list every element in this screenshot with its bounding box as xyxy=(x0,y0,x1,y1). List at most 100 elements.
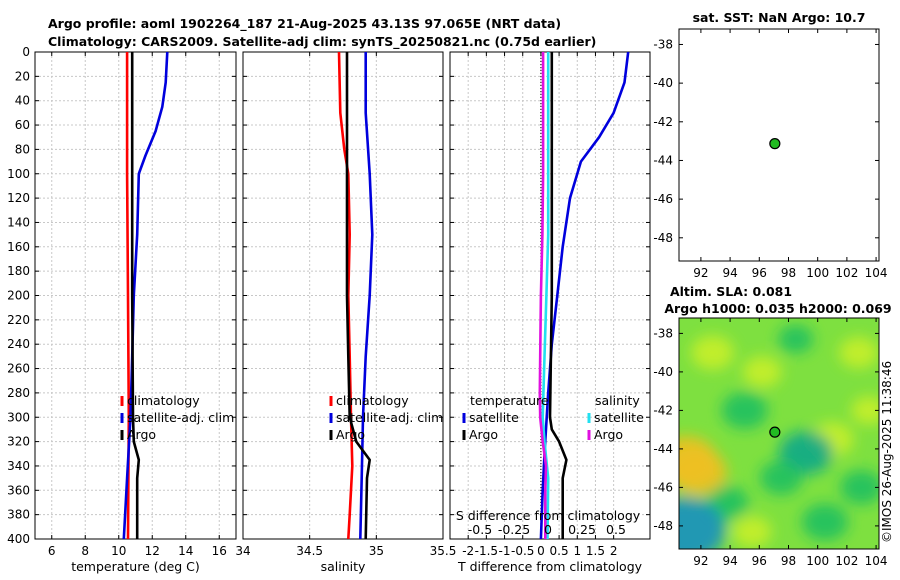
map-x-tick-label: 100 xyxy=(806,554,829,568)
x-tick-label: 1 xyxy=(573,544,581,558)
y-tick-label: 280 xyxy=(7,386,30,400)
figure-title-line2: Climatology: CARS2009. Satellite-adj cli… xyxy=(48,34,596,50)
map-y-tick-label: -48 xyxy=(653,231,673,245)
x-axis-label: temperature (deg C) xyxy=(71,559,200,574)
y-tick-label: 300 xyxy=(7,410,30,424)
x-tick-label: -1 xyxy=(499,544,511,558)
argo-position-marker xyxy=(769,426,781,438)
sla-blob xyxy=(840,470,879,505)
map-frame xyxy=(678,317,880,550)
map-x-tick-label: 96 xyxy=(752,266,767,280)
sal-legend-label: Argo xyxy=(336,427,365,442)
x-tick-label: -1.5 xyxy=(475,544,498,558)
diff-legend-title-salinity: salinity xyxy=(595,393,640,408)
sal-legend-label: climatology xyxy=(336,393,409,408)
series-line-temperature-argo xyxy=(548,52,568,539)
series-line-argo xyxy=(130,52,141,539)
x-tick-label: -2 xyxy=(462,544,474,558)
series-line-salinity-argo xyxy=(538,52,548,539)
map-y-tick-label: -42 xyxy=(653,115,673,129)
map-frame xyxy=(678,28,880,262)
sla-blob xyxy=(778,325,814,354)
sst-map-title: sat. SST: NaN Argo: 10.7 xyxy=(693,10,866,25)
sal-legend-label: satellite-adj. clim xyxy=(336,410,443,425)
series-line-argo xyxy=(345,52,372,540)
x-tick-label: 16 xyxy=(212,544,227,558)
y-tick-label: 340 xyxy=(7,459,30,473)
y-tick-label: 160 xyxy=(7,240,30,254)
temp-legend-label: climatology xyxy=(127,393,200,408)
diff-legend-title-temperature: temperature xyxy=(470,393,549,408)
map-x-tick-label: 98 xyxy=(781,266,796,280)
diff-legend-temperature-label: satellite xyxy=(469,410,519,425)
sla-blob xyxy=(732,516,772,548)
map-x-tick-label: 102 xyxy=(835,266,858,280)
diff-top-axis-tick-label: -0.5 xyxy=(468,522,492,537)
x-tick-label: 0 xyxy=(537,544,545,558)
y-tick-label: 260 xyxy=(7,362,30,376)
diff-top-axis-tick-label: 0.25 xyxy=(568,522,596,537)
temp-legend-label: Argo xyxy=(127,427,156,442)
temp-legend-label: satellite-adj. clim xyxy=(127,410,234,425)
x-axis-label: salinity xyxy=(321,559,366,574)
sla-map-panel: 92 94 96 98 100 102 104 -38 -40 -42 -44 -46 -48 xyxy=(653,317,888,568)
map-y-tick-label: -48 xyxy=(653,519,673,533)
x-tick-label: 12 xyxy=(145,544,160,558)
sla-blob xyxy=(691,335,734,370)
sla-blob xyxy=(742,356,782,388)
sst-map-panel: 92 94 96 98 100 102 104 -38 -40 -42 -44 -46 -48 xyxy=(653,28,888,280)
sla-blob xyxy=(759,460,803,495)
map-y-tick-label: -42 xyxy=(653,403,673,417)
y-tick-label: 180 xyxy=(7,264,30,278)
map-x-tick-label: 94 xyxy=(722,266,737,280)
argo-position-marker xyxy=(769,138,781,150)
map-y-tick-label: -38 xyxy=(653,326,673,340)
x-tick-label: 34 xyxy=(235,544,250,558)
map-x-tick-label: 96 xyxy=(752,554,767,568)
imos-watermark: ©IMOS 26-Aug-2025 11:38:46 xyxy=(880,361,894,543)
salinity-panel: 34 34.5 35 35.5 salinity climatology satellite… xyxy=(235,51,456,574)
x-tick-label: 0.5 xyxy=(550,544,569,558)
map-x-tick-label: 92 xyxy=(693,554,708,568)
difference-panel: -2 -1.5 -1 -0.5 0 0.5 1 1.5 2T difference from c… xyxy=(449,51,651,574)
sla-blob xyxy=(679,448,727,496)
x-axis-label: T difference from climatology xyxy=(457,559,643,574)
y-tick-label: 220 xyxy=(7,313,30,327)
y-tick-label: 200 xyxy=(7,289,30,303)
y-tick-label: 400 xyxy=(7,532,30,546)
sla-blob xyxy=(851,396,879,425)
y-tick-label: 60 xyxy=(15,118,30,132)
y-tick-label: 0 xyxy=(22,45,30,59)
diff-top-axis-tick-label: -0.25 xyxy=(498,522,530,537)
y-tick-label: 100 xyxy=(7,167,30,181)
map-x-tick-label: 100 xyxy=(806,266,829,280)
x-tick-label: 6 xyxy=(48,544,56,558)
x-tick-label: 2 xyxy=(610,544,618,558)
y-tick-label: 240 xyxy=(7,337,30,351)
y-tick-label: 140 xyxy=(7,215,30,229)
y-tick-label: 120 xyxy=(7,191,30,205)
map-y-tick-label: -46 xyxy=(653,192,673,206)
sla-blob xyxy=(679,497,726,549)
diff-legend-salinity-label: satellite xyxy=(594,410,644,425)
y-tick-label: 360 xyxy=(7,483,30,497)
sla-blob xyxy=(801,503,849,541)
map-y-tick-label: -38 xyxy=(653,37,673,51)
sla-blob xyxy=(721,391,768,430)
map-y-tick-label: -46 xyxy=(653,480,673,494)
diff-top-axis-title: S difference from climatology xyxy=(456,508,641,523)
map-x-tick-label: 104 xyxy=(865,554,888,568)
diff-legend-salinity-label: Argo xyxy=(594,427,623,442)
x-tick-label: -0.5 xyxy=(511,544,534,558)
diff-legend-temperature-label: Argo xyxy=(469,427,498,442)
x-tick-label: 14 xyxy=(178,544,193,558)
diff-top-axis-tick-label: 0.5 xyxy=(606,522,626,537)
sla-blob xyxy=(839,337,879,369)
x-tick-label: 10 xyxy=(111,544,126,558)
y-tick-label: 380 xyxy=(7,508,30,522)
map-y-tick-label: -40 xyxy=(653,365,673,379)
sla-blobs xyxy=(679,325,879,549)
figure-title-line1: Argo profile: aoml 1902264_187 21-Aug-20… xyxy=(48,16,561,32)
map-x-tick-label: 94 xyxy=(722,554,737,568)
